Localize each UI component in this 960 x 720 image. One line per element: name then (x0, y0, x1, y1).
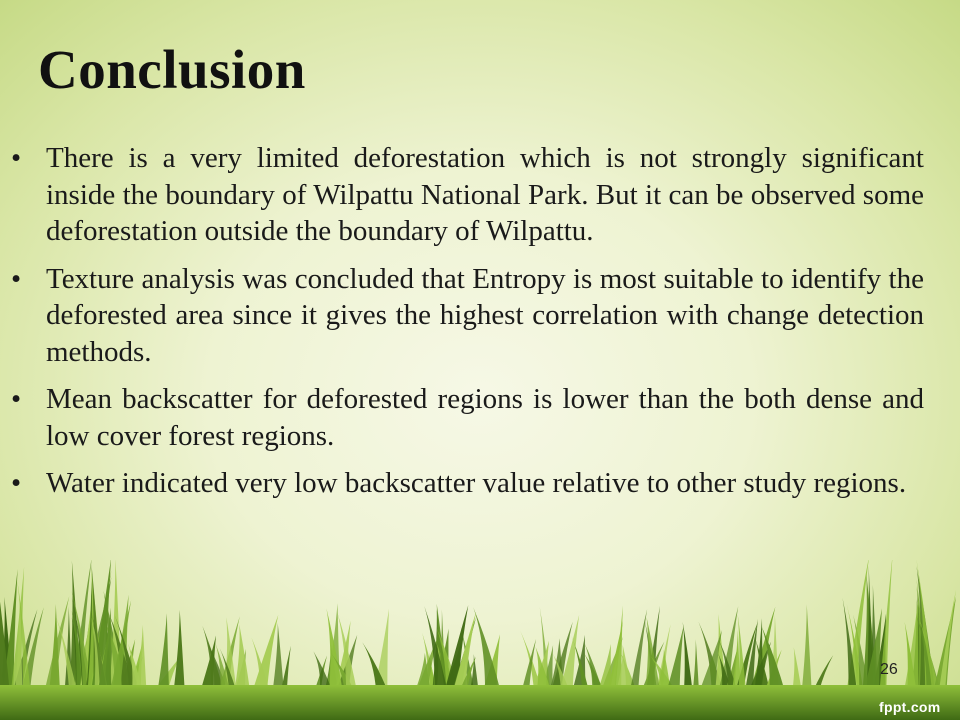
bullet-text: Mean backscatter for deforested regions … (46, 383, 924, 452)
brand-watermark: fppt.com (879, 699, 941, 715)
bullet-text: Water indicated very low backscatter val… (46, 467, 907, 499)
bullet-dot-icon: • (11, 142, 22, 174)
page-number: 26 (880, 661, 898, 678)
bullet-dot-icon: • (11, 383, 22, 415)
bullet-item: • Mean backscatter for deforested region… (0, 381, 924, 454)
bullet-item: • Water indicated very low backscatter v… (0, 465, 924, 502)
grass-decoration-icon (0, 560, 960, 720)
bullet-item: • Texture analysis was concluded that En… (0, 261, 924, 371)
bullet-text: Texture analysis was concluded that Entr… (46, 262, 924, 368)
bullet-text: There is a very limited deforestation wh… (46, 142, 924, 247)
bullet-dot-icon: • (11, 262, 22, 295)
slide-title: Conclusion (38, 39, 306, 100)
bullet-dot-icon: • (11, 467, 22, 499)
bullet-item: • There is a very limited deforestation … (0, 140, 924, 250)
bullet-list: • There is a very limited deforestation … (0, 140, 960, 513)
